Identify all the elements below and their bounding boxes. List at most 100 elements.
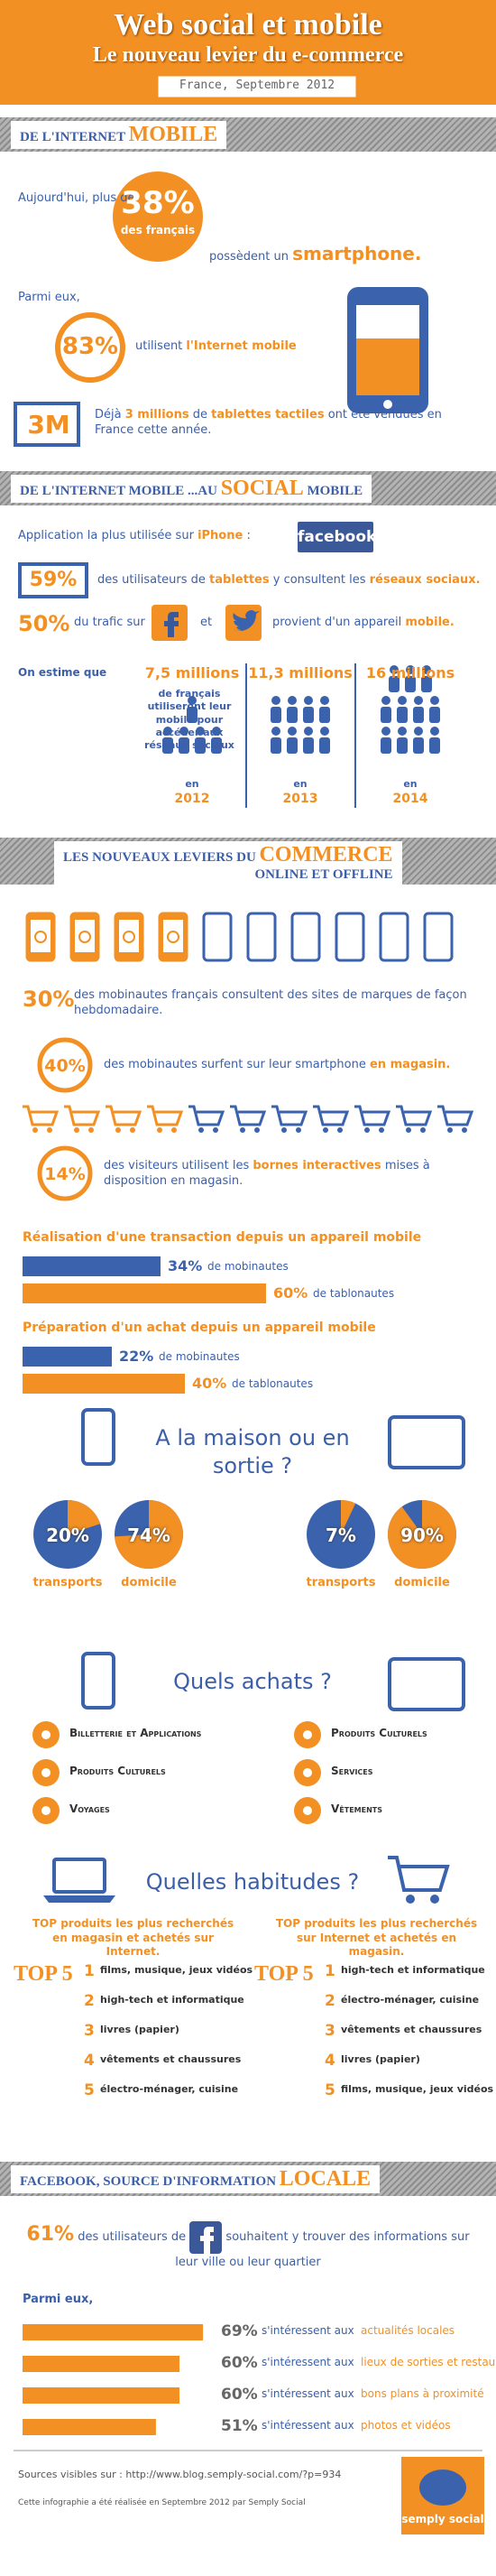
bar-prefix: s'intéressent aux <box>262 2387 354 2400</box>
heading-line: LES NOUVEAUX LEVIERS DU COMMERCE <box>63 843 393 867</box>
purchase-item: Produits Culturels <box>69 1765 166 1777</box>
stat-value: 3M <box>27 410 70 440</box>
bar-prefix: s'intéressent aux <box>262 2419 354 2432</box>
facebook-f <box>164 612 179 637</box>
cart-wheel <box>213 1127 218 1133</box>
phone-symbol <box>123 931 135 943</box>
subtitle: Le nouveau levier du e-commerce <box>92 43 404 67</box>
cart-wheel <box>254 1127 260 1133</box>
purchase-icon-core <box>41 1730 51 1739</box>
phone-screen <box>31 920 51 952</box>
bar-text: bons plans à proximité <box>361 2387 484 2400</box>
highlight: tablettes tactiles <box>211 408 325 422</box>
person-head <box>406 665 415 674</box>
person-body <box>397 737 408 754</box>
text-part: FACEBOOK, SOURCE D'INFORMATION <box>20 2174 280 2189</box>
person-body <box>271 737 281 754</box>
logo-elephant <box>419 2469 466 2506</box>
purchase-item: Produits Culturels <box>331 1727 427 1739</box>
person-body <box>381 737 391 754</box>
icon-f <box>200 2226 215 2254</box>
highlight: 3 millions <box>124 408 189 422</box>
purchase-icon-core <box>41 1768 51 1777</box>
purchase-item: Voyages <box>69 1802 110 1815</box>
phone-screen <box>119 920 139 952</box>
person-head <box>414 727 423 736</box>
list-rank: 4 <box>84 2052 95 2070</box>
cart-wheel <box>157 1127 162 1133</box>
bar-label: 40% <box>192 1375 227 1392</box>
purchase-icon-core <box>303 1806 312 1815</box>
text-part: : <box>243 529 251 542</box>
section-title: Quelles habitudes ? <box>145 1869 360 1895</box>
credit: Cette infographie a été réalisée en Sept… <box>18 2498 306 2507</box>
statement: des mobinautes surfent sur leur smartpho… <box>104 1058 450 1073</box>
cart-wheel <box>32 1127 38 1133</box>
list-item: films, musique, jeux vidéos <box>100 1964 253 1976</box>
pie-label: 7% <box>326 1524 356 1546</box>
title: Web social et mobile <box>114 8 382 42</box>
person-body <box>389 676 400 692</box>
phone-screen <box>296 920 316 952</box>
laptop-base <box>43 1895 115 1903</box>
cart-wheel <box>281 1127 287 1133</box>
section-heading: DE L'INTERNET MOBILE ...AU SOCIAL MOBILE <box>11 475 372 503</box>
bar-label: 60% <box>221 2354 258 2372</box>
cart-wheel <box>47 1127 52 1133</box>
person-head <box>304 696 313 705</box>
person-head <box>271 727 280 736</box>
text-part: des mobinautes surfent sur leur smartpho… <box>104 1058 370 1071</box>
twitter-bird <box>233 610 260 631</box>
cart-icon <box>188 1105 225 1126</box>
person-head <box>188 696 197 705</box>
highlight: LOCALE <box>279 2167 372 2191</box>
cart-wheel <box>420 1127 426 1133</box>
cart-wheel <box>406 1895 415 1904</box>
list-rank: 2 <box>325 1992 335 2010</box>
cart-icon <box>106 1105 142 1126</box>
statement: possèdent un smartphone. <box>209 242 421 265</box>
date: France, Septembre 2012 <box>179 79 335 92</box>
bar-text: photos et vidéos <box>361 2419 451 2432</box>
statement: et <box>200 616 213 629</box>
bar-title: Réalisation d'une transaction depuis un … <box>23 1230 422 1245</box>
person-head <box>381 727 390 736</box>
pie-label: 90% <box>400 1524 444 1546</box>
phone-button <box>383 400 392 409</box>
statement: du trafic sur <box>74 616 145 629</box>
statement: Déjà 3 millions de tablettes tactiles on… <box>95 408 482 439</box>
pie-label: 74% <box>127 1524 170 1546</box>
purchase-item: Vêtements <box>331 1802 383 1815</box>
section-title: A la maison ou en sortie ? <box>155 1425 350 1479</box>
bar <box>23 2387 179 2404</box>
highlight: l'Internet mobile <box>186 339 297 353</box>
stat-value: 40% <box>44 1056 86 1076</box>
highlight: réseaux sociaux. <box>369 573 481 587</box>
list-rank: 5 <box>84 2081 95 2099</box>
intro: Aujourd'hui, plus de <box>18 191 135 205</box>
bar-title: Préparation d'un achat depuis un apparei… <box>23 1320 376 1335</box>
bar-prefix: s'intéressent aux <box>262 2324 354 2337</box>
cart-wheel <box>406 1127 411 1133</box>
bar <box>23 1256 161 1276</box>
cart-icon <box>147 1105 184 1126</box>
stat-value: 83% <box>61 333 119 360</box>
highlight: tablettes <box>209 573 270 587</box>
person-head <box>430 727 439 736</box>
bar <box>23 2324 204 2340</box>
person-body <box>429 707 440 723</box>
bar-label: 69% <box>221 2322 258 2340</box>
pie-text: transports <box>32 1576 103 1589</box>
facebook-icon <box>189 2220 223 2254</box>
text-part: possèdent un <box>209 250 293 264</box>
stat-ring <box>55 312 125 383</box>
text: des utilisateurs de <box>78 2230 187 2244</box>
section-band: DE L'INTERNET MOBILE ...AU SOCIAL MOBILE <box>0 471 496 505</box>
list-item: high-tech et informatique <box>100 1994 244 2006</box>
section-band: DE L'INTERNET MOBILE <box>0 117 496 152</box>
person-head <box>390 665 399 674</box>
text-part: Application la plus utilisée sur <box>18 529 198 542</box>
statement: des visiteurs utilisent les bornes inter… <box>104 1159 473 1190</box>
bar-text: de tablonautes <box>232 1377 314 1390</box>
